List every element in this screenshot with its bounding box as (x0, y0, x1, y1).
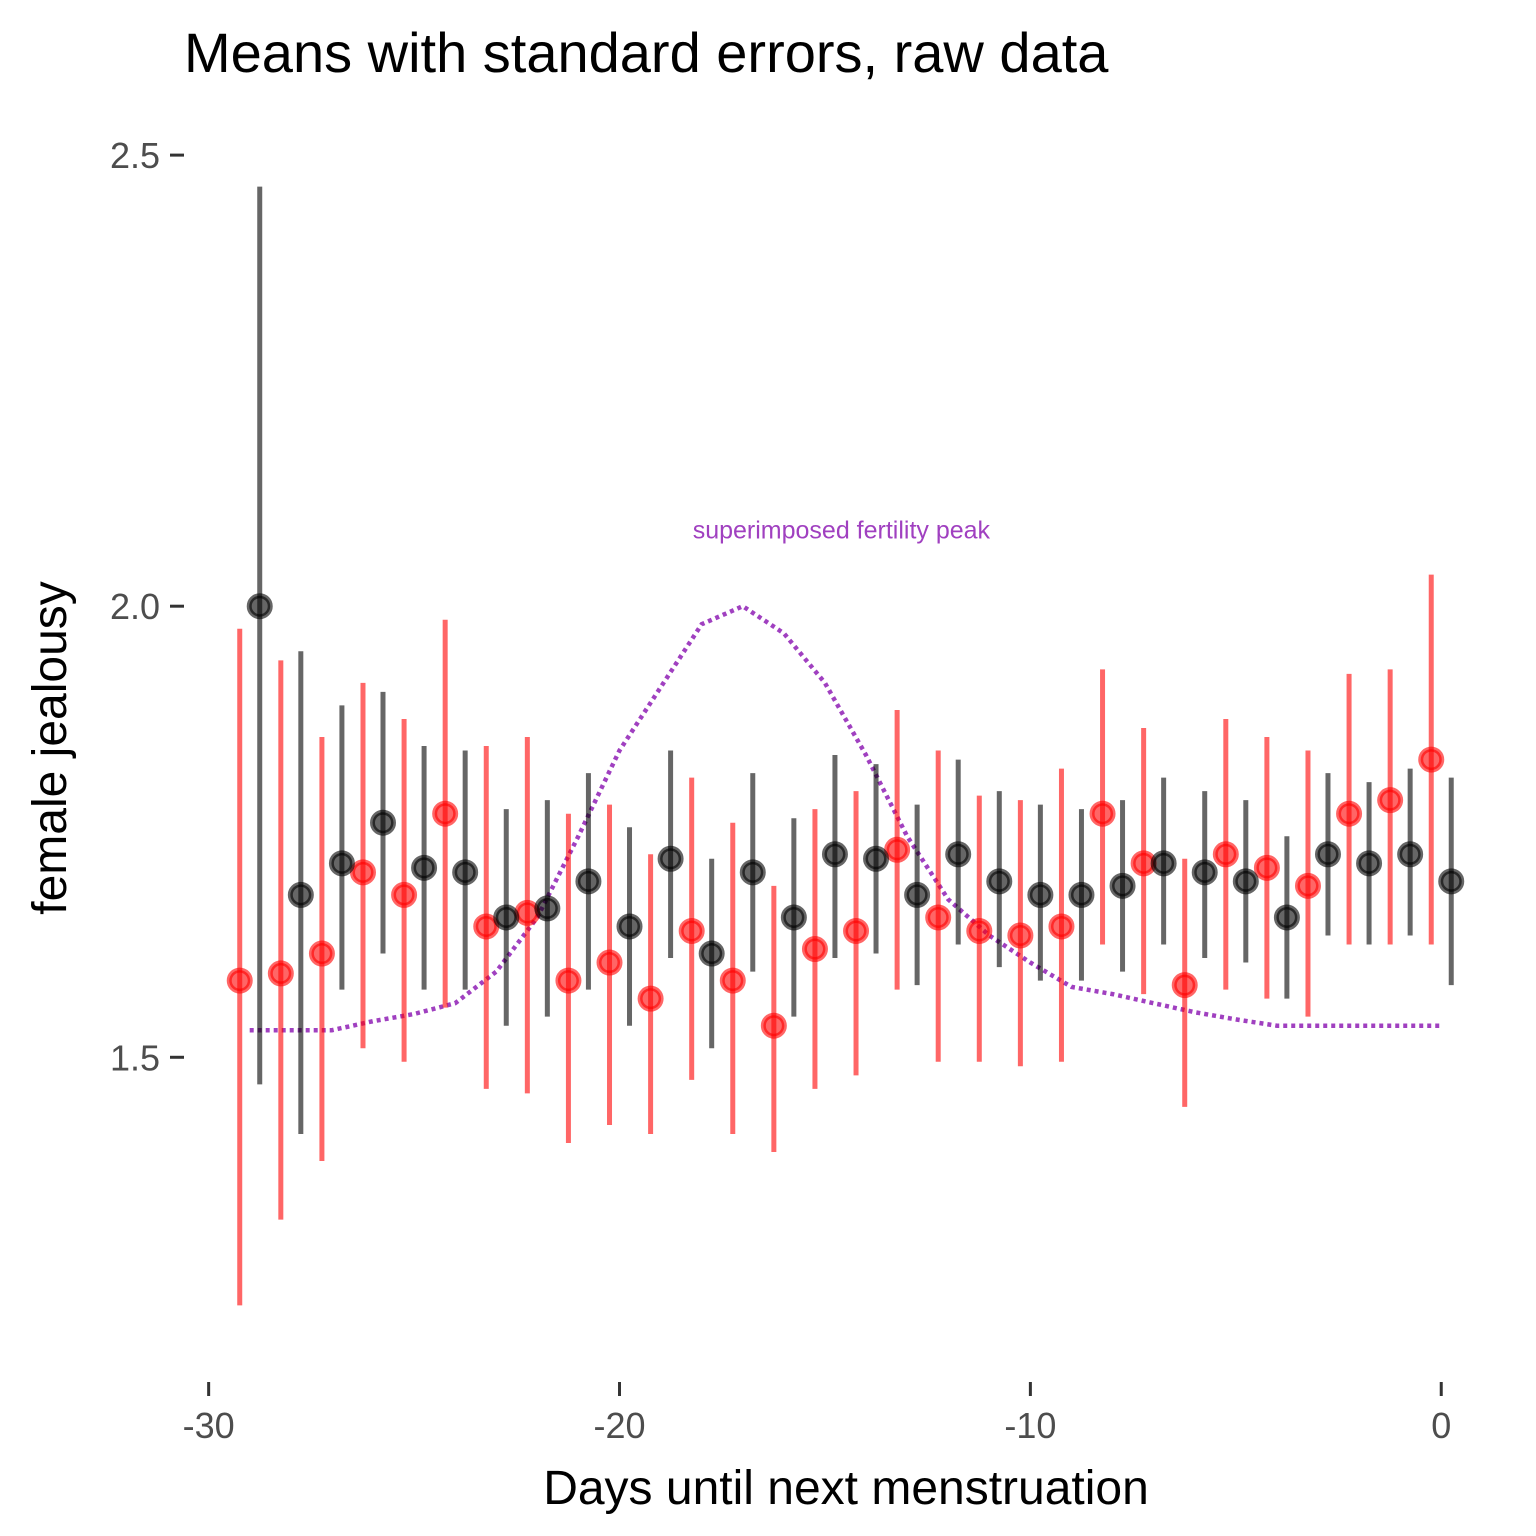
data-point (1438, 868, 1465, 895)
data-point (1273, 904, 1300, 931)
data-point (328, 850, 355, 877)
data-point (287, 881, 314, 908)
data-point (986, 868, 1013, 895)
data-point (637, 985, 664, 1012)
y-tick-label: 2.5 (110, 135, 160, 176)
y-tick-label: 2.0 (110, 586, 160, 627)
data-point (904, 881, 931, 908)
data-point (432, 800, 459, 827)
x-axis-title: Days until next menstruation (543, 1462, 1149, 1515)
data-point (1068, 881, 1095, 908)
data-point (843, 917, 870, 944)
data-point (1397, 841, 1424, 868)
data-point (657, 845, 684, 872)
data-point (452, 859, 479, 886)
series-group (246, 186, 1465, 1134)
data-point (719, 967, 746, 994)
chart-title: Means with standard errors, raw data (184, 21, 1109, 84)
data-point (760, 1012, 787, 1039)
data-point (493, 904, 520, 931)
data-point (1048, 913, 1075, 940)
data-point (884, 836, 911, 863)
y-tick-label: 1.5 (110, 1037, 160, 1078)
data-point (945, 841, 972, 868)
data-point (678, 917, 705, 944)
data-point (555, 967, 582, 994)
data-point (1212, 841, 1239, 868)
data-point (1109, 872, 1136, 899)
data-point (534, 895, 561, 922)
data-point (226, 967, 253, 994)
x-tick-label: 0 (1431, 1405, 1451, 1446)
data-point (1089, 800, 1116, 827)
x-tick-label: -10 (1004, 1405, 1056, 1446)
data-point (616, 913, 643, 940)
data-point (267, 960, 294, 987)
x-tick-label: -20 (593, 1405, 645, 1446)
data-point (596, 949, 623, 976)
data-point (739, 859, 766, 886)
series-group (226, 574, 1445, 1306)
y-axis-title: female jealousy (24, 581, 77, 915)
fertility-curve-layer (249, 603, 1442, 1033)
fertility-peak-annotation: superimposed fertility peak (693, 517, 991, 545)
data-point (1007, 922, 1034, 949)
data-point (575, 868, 602, 895)
data-point (1377, 787, 1404, 814)
data-point (1336, 800, 1363, 827)
error-bar-layer (226, 186, 1465, 1306)
data-point (863, 845, 890, 872)
data-point (1171, 972, 1198, 999)
data-point (780, 904, 807, 931)
x-axis: -30 -20 -10 0 (183, 1382, 1451, 1446)
data-point (1191, 859, 1218, 886)
data-point (411, 854, 438, 881)
data-point (246, 593, 273, 620)
data-point (473, 913, 500, 940)
data-point (698, 940, 725, 967)
data-point (1232, 868, 1259, 895)
data-point (349, 859, 376, 886)
data-point (1294, 872, 1321, 899)
data-point (1356, 850, 1383, 877)
data-point (925, 904, 952, 931)
x-tick-label: -30 (183, 1405, 235, 1446)
data-point (1027, 881, 1054, 908)
fertility-curve-line (249, 603, 1442, 1033)
data-point (966, 917, 993, 944)
data-point (391, 881, 418, 908)
y-axis: 1.5 2.0 2.5 (110, 135, 184, 1078)
data-point (1253, 854, 1280, 881)
data-point (308, 940, 335, 967)
data-point (801, 936, 828, 963)
data-point (369, 809, 396, 836)
data-point (1150, 850, 1177, 877)
data-point (821, 841, 848, 868)
data-point (1314, 841, 1341, 868)
data-point (1418, 746, 1445, 773)
